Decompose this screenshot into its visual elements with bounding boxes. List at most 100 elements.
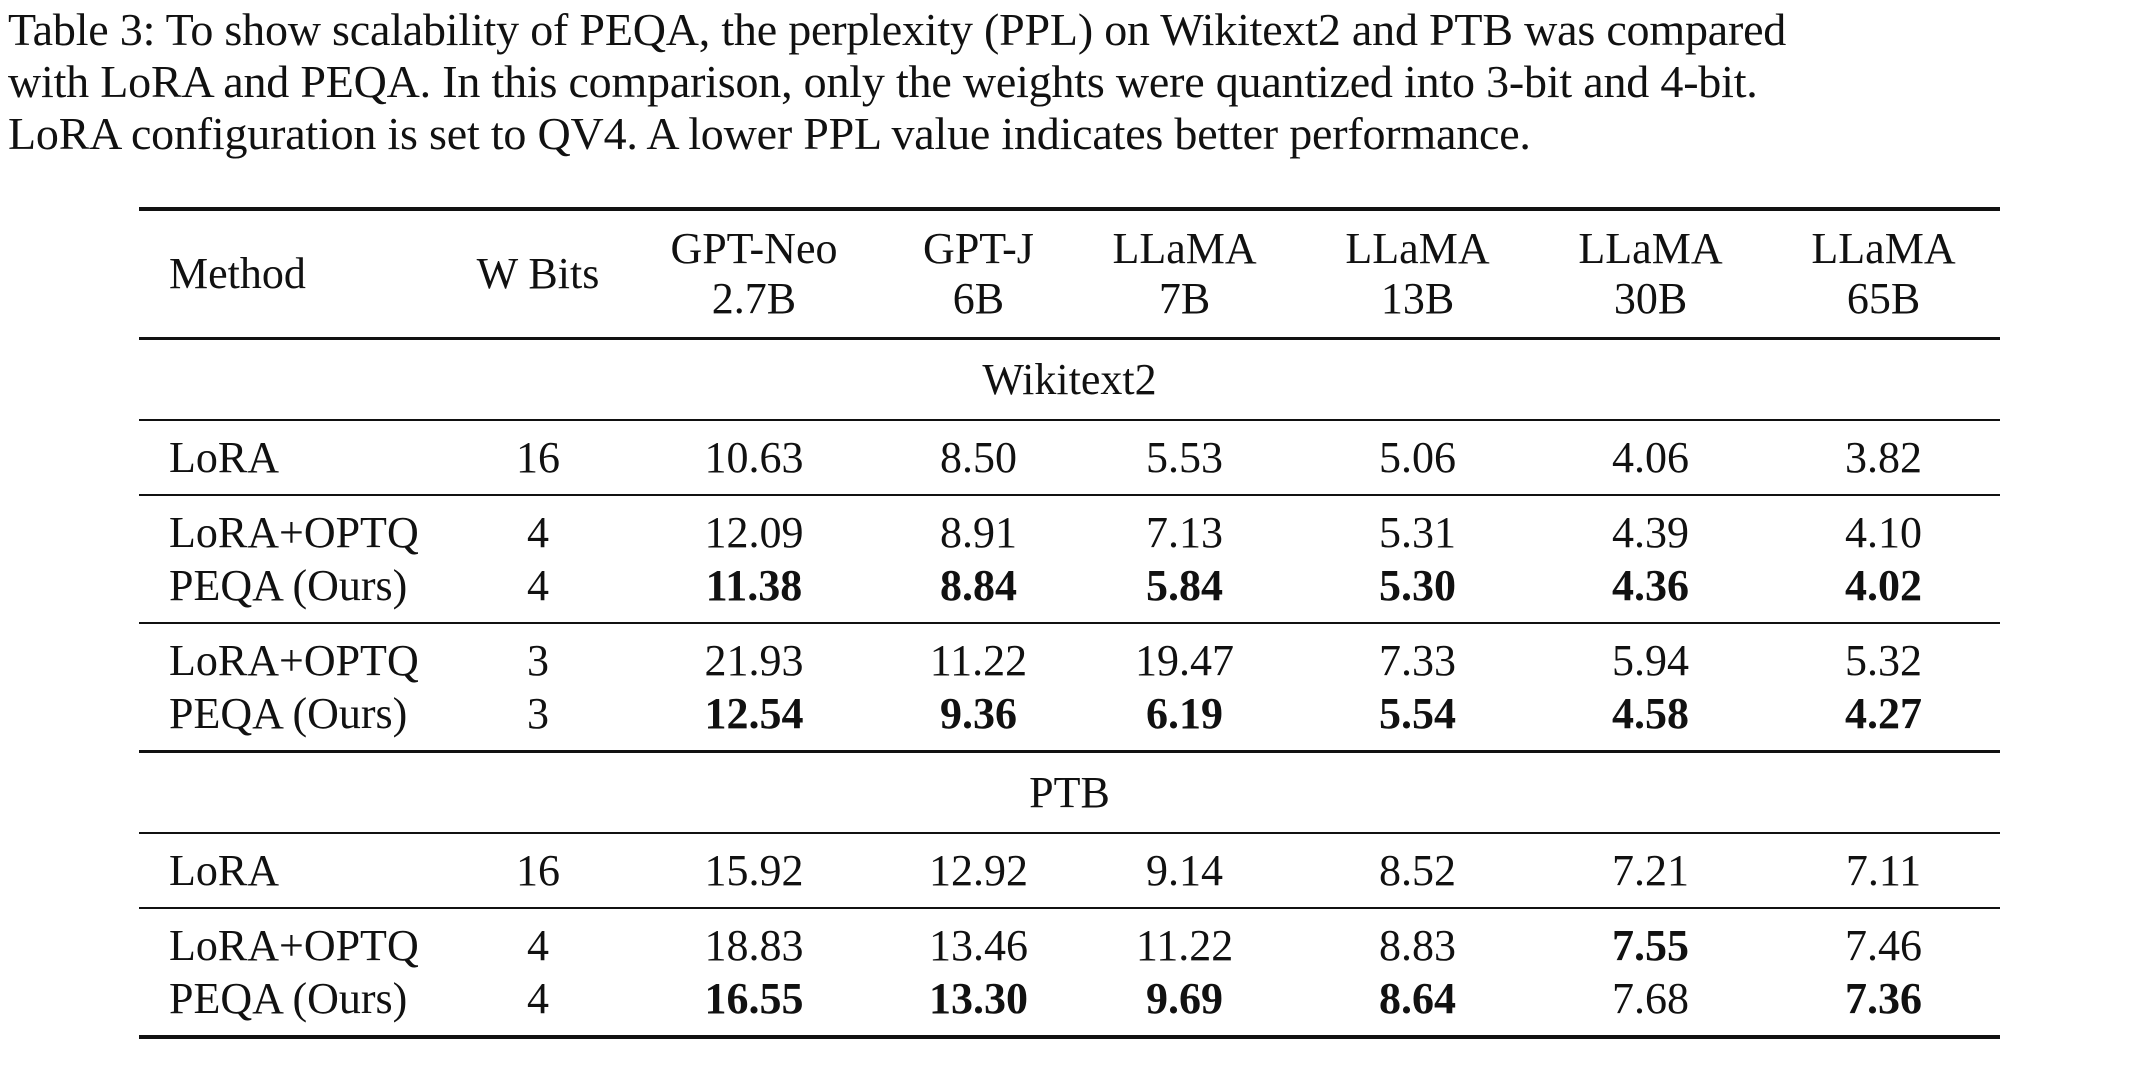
- method-cell: LoRA+OPTQ: [169, 508, 419, 557]
- model-name: GPT-J: [923, 224, 1034, 273]
- ppl-value-cell: 10.63: [619, 420, 889, 496]
- ppl-value-cell: 5.53: [1068, 420, 1302, 496]
- ppl-value-cell: 5.54: [1379, 689, 1457, 738]
- model-size: 7B: [1158, 274, 1211, 323]
- header-model-gpt-j: GPT-J 6B: [888, 207, 1069, 340]
- header-model-llama-7b: LLaMA 7B: [1068, 207, 1302, 340]
- ppl-value-cell: 7.36: [1767, 972, 2000, 1039]
- ppl-value-cell: 8.84: [888, 559, 1069, 624]
- ppl-value-cell: 16.55: [619, 972, 889, 1039]
- ppl-value-cell: 5.30: [1301, 559, 1535, 624]
- method-cell: LoRA: [139, 833, 457, 909]
- table-row: PEQA (Ours) 3 12.54 9.36 6.19 5.54 4.58 4.27: [139, 687, 2000, 752]
- method-cell: PEQA (Ours): [139, 559, 457, 624]
- header-model-llama-13b: LLaMA 13B: [1301, 207, 1535, 340]
- ppl-value-cell: 5.31: [1379, 508, 1457, 557]
- table-row: LoRA+OPTQ 4 12.09 8.91 7.13 5.31 4.39 4.10: [139, 495, 2000, 559]
- ppl-value-cell: 4.27: [1845, 689, 1922, 738]
- ppl-value-cell: 7.68: [1534, 972, 1767, 1039]
- ppl-value-cell: 7.11: [1767, 833, 2000, 909]
- ppl-value-cell: 7.55: [1612, 921, 1689, 970]
- ppl-value-cell: 7.13: [1146, 508, 1224, 557]
- table-body: Wikitext2 LoRA 16 10.63 8.50 5.53 5.06 4.06 3.82…: [139, 338, 2000, 1039]
- ppl-value-cell: 4.39: [1612, 508, 1689, 557]
- ppl-value-cell: 11.22: [929, 636, 1028, 685]
- w-bits-cell: 4: [457, 559, 619, 624]
- w-bits-cell: 16: [457, 420, 619, 496]
- table-row: LoRA 16 15.92 12.92 9.14 8.52 7.21 7.11: [139, 833, 2000, 909]
- header-model-gpt-neo: GPT-Neo 2.7B: [619, 207, 889, 340]
- header-w-bits: W Bits: [457, 207, 619, 340]
- ppl-value-cell: 12.92: [888, 833, 1069, 909]
- method-cell: LoRA: [139, 420, 457, 496]
- w-bits-cell: 4: [527, 921, 549, 970]
- ppl-value-cell: 15.92: [619, 833, 889, 909]
- ppl-value-cell: 9.14: [1068, 833, 1302, 909]
- model-size: 2.7B: [711, 274, 797, 323]
- table-caption: Table 3: To show scalability of PEQA, th…: [8, 4, 1787, 159]
- ppl-comparison-table: Method W Bits GPT-Neo 2.7B GPT-J 6B LLaMA 7…: [139, 207, 2000, 1039]
- model-name: LLaMA: [1112, 224, 1257, 273]
- table-row: LoRA+OPTQ 3 21.93 11.22 19.47 7.33 5.94 5.32: [139, 623, 2000, 687]
- ppl-value-cell: 7.21: [1534, 833, 1767, 909]
- ppl-value-cell: 13.30: [888, 972, 1069, 1039]
- ppl-value-cell: 5.84: [1068, 559, 1302, 624]
- header-model-llama-65b: LLaMA 65B: [1767, 207, 2000, 340]
- ppl-value-cell: 11.22: [1135, 921, 1234, 970]
- table-header-row: Method W Bits GPT-Neo 2.7B GPT-J 6B LLaMA 7…: [139, 207, 2000, 340]
- header-model-llama-30b: LLaMA 30B: [1534, 207, 1767, 340]
- ppl-value-cell: 8.83: [1379, 921, 1457, 970]
- model-name: GPT-Neo: [670, 224, 838, 273]
- ppl-value-cell: 8.50: [888, 420, 1069, 496]
- model-name: LLaMA: [1345, 224, 1490, 273]
- method-cell: PEQA (Ours): [169, 689, 408, 738]
- ppl-value-cell: 18.83: [704, 921, 804, 970]
- table-row: PEQA (Ours) 4 11.38 8.84 5.84 5.30 4.36 4.02: [139, 559, 2000, 624]
- table-row: LoRA 16 10.63 8.50 5.53 5.06 4.06 3.82: [139, 420, 2000, 496]
- w-bits-cell: 3: [527, 689, 549, 738]
- ppl-value-cell: 4.06: [1534, 420, 1767, 496]
- table-row: PEQA (Ours) 4 16.55 13.30 9.69 8.64 7.68 7.36: [139, 972, 2000, 1039]
- w-bits-cell: 16: [457, 833, 619, 909]
- method-cell: PEQA (Ours): [139, 972, 457, 1039]
- section-title: PTB: [139, 750, 2000, 834]
- ppl-value-cell: 9.36: [939, 689, 1017, 738]
- ppl-value-cell: 3.82: [1767, 420, 2000, 496]
- ppl-value-cell: 7.46: [1845, 921, 1922, 970]
- ppl-value-cell: 4.02: [1767, 559, 2000, 624]
- ppl-value-cell: 11.38: [619, 559, 889, 624]
- ppl-value-cell: 8.91: [939, 508, 1017, 557]
- ppl-value-cell: 5.32: [1845, 636, 1922, 685]
- section-title: Wikitext2: [139, 338, 2000, 421]
- w-bits-cell: 3: [527, 636, 549, 685]
- ppl-value-cell: 9.69: [1068, 972, 1302, 1039]
- section-header-row: Wikitext2: [139, 338, 2000, 421]
- ppl-value-cell: 13.46: [928, 921, 1028, 970]
- section-header-row: PTB: [139, 750, 2000, 834]
- ppl-value-cell: 8.52: [1301, 833, 1535, 909]
- results-table-container: Method W Bits GPT-Neo 2.7B GPT-J 6B LLaMA 7…: [139, 207, 2000, 1039]
- model-name: LLaMA: [1811, 224, 1956, 273]
- ppl-value-cell: 19.47: [1135, 636, 1235, 685]
- w-bits-cell: 4: [527, 508, 549, 557]
- ppl-value-cell: 5.06: [1301, 420, 1535, 496]
- ppl-value-cell: 4.36: [1534, 559, 1767, 624]
- ppl-value-cell: 12.09: [704, 508, 804, 557]
- model-size: 6B: [952, 274, 1005, 323]
- model-size: 13B: [1380, 274, 1455, 323]
- method-cell: LoRA+OPTQ: [169, 921, 419, 970]
- header-method: Method: [139, 207, 457, 340]
- model-size: 65B: [1846, 274, 1921, 323]
- table-row: LoRA+OPTQ 4 18.83 13.46 11.22 8.83 7.55 7.46: [139, 908, 2000, 972]
- w-bits-cell: 4: [457, 972, 619, 1039]
- model-name: LLaMA: [1578, 224, 1723, 273]
- ppl-value-cell: 12.54: [704, 689, 804, 738]
- method-cell: LoRA+OPTQ: [169, 636, 419, 685]
- model-size: 30B: [1613, 274, 1688, 323]
- ppl-value-cell: 6.19: [1146, 689, 1224, 738]
- ppl-value-cell: 5.94: [1612, 636, 1689, 685]
- ppl-value-cell: 8.64: [1301, 972, 1535, 1039]
- ppl-value-cell: 21.93: [704, 636, 804, 685]
- ppl-value-cell: 7.33: [1379, 636, 1457, 685]
- ppl-value-cell: 4.10: [1845, 508, 1922, 557]
